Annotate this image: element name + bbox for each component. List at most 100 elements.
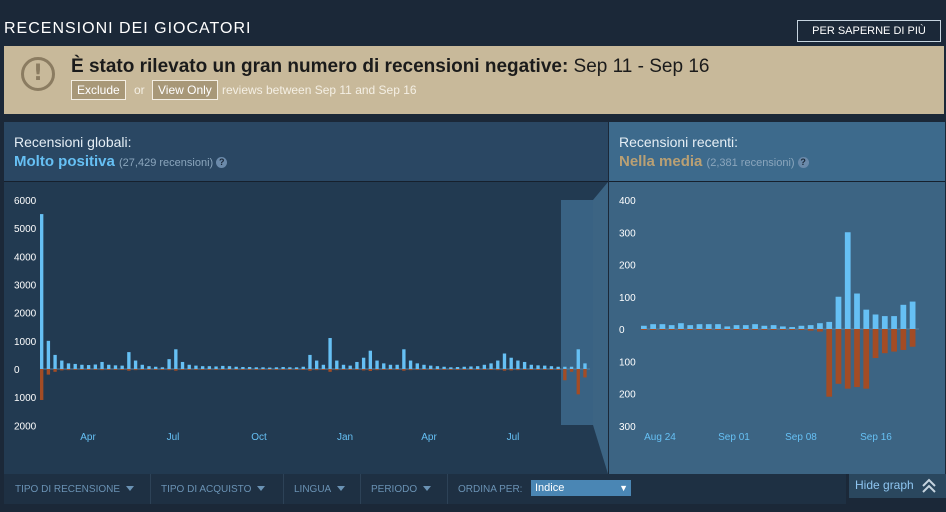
negative-review-bar[interactable] <box>650 329 657 330</box>
positive-review-bar[interactable] <box>817 323 823 329</box>
negative-review-bar[interactable] <box>724 329 731 330</box>
negative-review-bar[interactable] <box>261 369 265 370</box>
negative-review-bar[interactable] <box>863 329 870 389</box>
negative-review-bar[interactable] <box>529 369 533 370</box>
positive-review-bar[interactable] <box>583 363 587 369</box>
global-reviews-chart[interactable]: 6000 5000 4000 3000 2000 1000 0 1000 2000 Apr Jul… <box>4 182 608 474</box>
positive-review-bar[interactable] <box>328 338 332 369</box>
negative-review-bar[interactable] <box>482 369 487 370</box>
positive-review-bar[interactable] <box>160 367 165 369</box>
positive-review-bar[interactable] <box>40 214 44 369</box>
negative-review-bar[interactable] <box>328 369 332 372</box>
negative-review-bar[interactable] <box>789 329 796 330</box>
positive-review-bar[interactable] <box>368 350 373 369</box>
positive-review-bar[interactable] <box>127 352 131 369</box>
negative-review-bar[interactable] <box>696 329 703 330</box>
positive-review-bar[interactable] <box>516 360 520 369</box>
negative-review-bar[interactable] <box>375 369 379 371</box>
positive-review-bar[interactable] <box>502 353 507 369</box>
positive-review-bar[interactable] <box>321 364 326 369</box>
negative-review-bar[interactable] <box>382 369 386 370</box>
negative-review-bar[interactable] <box>294 369 299 370</box>
positive-review-bar[interactable] <box>53 354 57 369</box>
negative-review-bar[interactable] <box>308 369 312 371</box>
positive-review-bar[interactable] <box>556 366 560 369</box>
negative-review-bar[interactable] <box>687 329 694 330</box>
positive-review-bar[interactable] <box>770 325 777 329</box>
positive-review-bar[interactable] <box>807 325 814 329</box>
negative-review-bar[interactable] <box>705 329 712 330</box>
negative-review-bar[interactable] <box>46 369 51 375</box>
positive-review-bar[interactable] <box>872 314 879 329</box>
positive-review-bar[interactable] <box>254 367 258 369</box>
negative-review-bar[interactable] <box>435 369 440 370</box>
negative-review-bar[interactable] <box>659 329 666 330</box>
positive-review-bar[interactable] <box>449 367 453 369</box>
negative-review-bar[interactable] <box>107 369 111 370</box>
positive-review-bar[interactable] <box>891 316 897 329</box>
positive-review-bar[interactable] <box>900 304 907 329</box>
negative-review-bar[interactable] <box>86 369 91 370</box>
negative-review-bar[interactable] <box>469 369 473 370</box>
help-icon[interactable]: ? <box>216 157 228 168</box>
positive-review-bar[interactable] <box>120 365 124 369</box>
negative-review-bar[interactable] <box>549 369 554 370</box>
positive-review-bar[interactable] <box>194 365 198 369</box>
negative-review-bar[interactable] <box>53 369 57 372</box>
positive-review-bar[interactable] <box>536 365 540 369</box>
negative-review-bar[interactable] <box>780 329 786 330</box>
positive-review-bar[interactable] <box>60 360 64 369</box>
positive-review-bar[interactable] <box>752 324 758 329</box>
view-only-button[interactable]: View Only <box>152 80 218 100</box>
negative-review-bar[interactable] <box>422 369 426 370</box>
positive-review-bar[interactable] <box>909 301 916 329</box>
positive-review-bar[interactable] <box>382 363 386 369</box>
recent-reviews-chart[interactable]: 400 300 200 100 0 100 200 300 Aug 24 Sep 01 Sep 0… <box>609 182 945 474</box>
positive-review-bar[interactable] <box>798 325 805 329</box>
negative-review-bar[interactable] <box>207 369 212 370</box>
positive-review-bar[interactable] <box>641 325 647 329</box>
positive-review-bar[interactable] <box>563 366 567 369</box>
positive-review-bar[interactable] <box>167 359 171 369</box>
negative-review-bar[interactable] <box>715 329 721 330</box>
positive-review-bar[interactable] <box>742 325 749 329</box>
positive-review-bar[interactable] <box>489 363 493 369</box>
negative-review-bar[interactable] <box>408 369 413 371</box>
positive-review-bar[interactable] <box>835 296 842 329</box>
negative-review-bar[interactable] <box>335 369 339 371</box>
negative-review-bar[interactable] <box>442 369 446 370</box>
recent-reviews-summary[interactable]: Nella media (2,381 recensioni)? <box>619 153 809 170</box>
negative-review-bar[interactable] <box>180 369 185 370</box>
negative-review-bar[interactable] <box>140 369 144 370</box>
negative-review-bar[interactable] <box>752 329 758 330</box>
positive-review-bar[interactable] <box>187 364 191 369</box>
negative-review-bar[interactable] <box>509 369 513 371</box>
negative-review-bar[interactable] <box>388 369 393 370</box>
negative-review-bar[interactable] <box>872 329 879 359</box>
positive-review-bar[interactable] <box>207 366 212 369</box>
hide-graph-button[interactable]: Hide graph <box>849 474 946 498</box>
negative-review-bar[interactable] <box>241 369 245 370</box>
negative-review-bar[interactable] <box>361 369 366 371</box>
negative-review-bar[interactable] <box>301 369 305 370</box>
negative-review-bar[interactable] <box>891 329 897 352</box>
positive-review-bar[interactable] <box>147 366 151 369</box>
negative-review-bar[interactable] <box>835 329 842 384</box>
negative-review-bar[interactable] <box>770 329 777 330</box>
filter-language[interactable]: LINGUA <box>294 484 346 495</box>
positive-review-bar[interactable] <box>668 325 675 329</box>
positive-review-bar[interactable] <box>274 367 279 369</box>
positive-review-bar[interactable] <box>86 365 91 369</box>
positive-review-bar[interactable] <box>288 367 292 369</box>
negative-review-bar[interactable] <box>341 369 346 370</box>
negative-review-bar[interactable] <box>274 369 279 370</box>
negative-review-bar[interactable] <box>742 329 749 330</box>
positive-review-bar[interactable] <box>268 367 272 369</box>
negative-review-bar[interactable] <box>234 369 238 370</box>
filter-review-type[interactable]: TIPO DI RECENSIONE <box>15 484 135 495</box>
negative-review-bar[interactable] <box>227 369 232 370</box>
positive-review-bar[interactable] <box>429 365 433 369</box>
negative-review-bar[interactable] <box>668 329 675 330</box>
negative-review-bar[interactable] <box>826 329 833 397</box>
negative-review-bar[interactable] <box>455 369 460 370</box>
